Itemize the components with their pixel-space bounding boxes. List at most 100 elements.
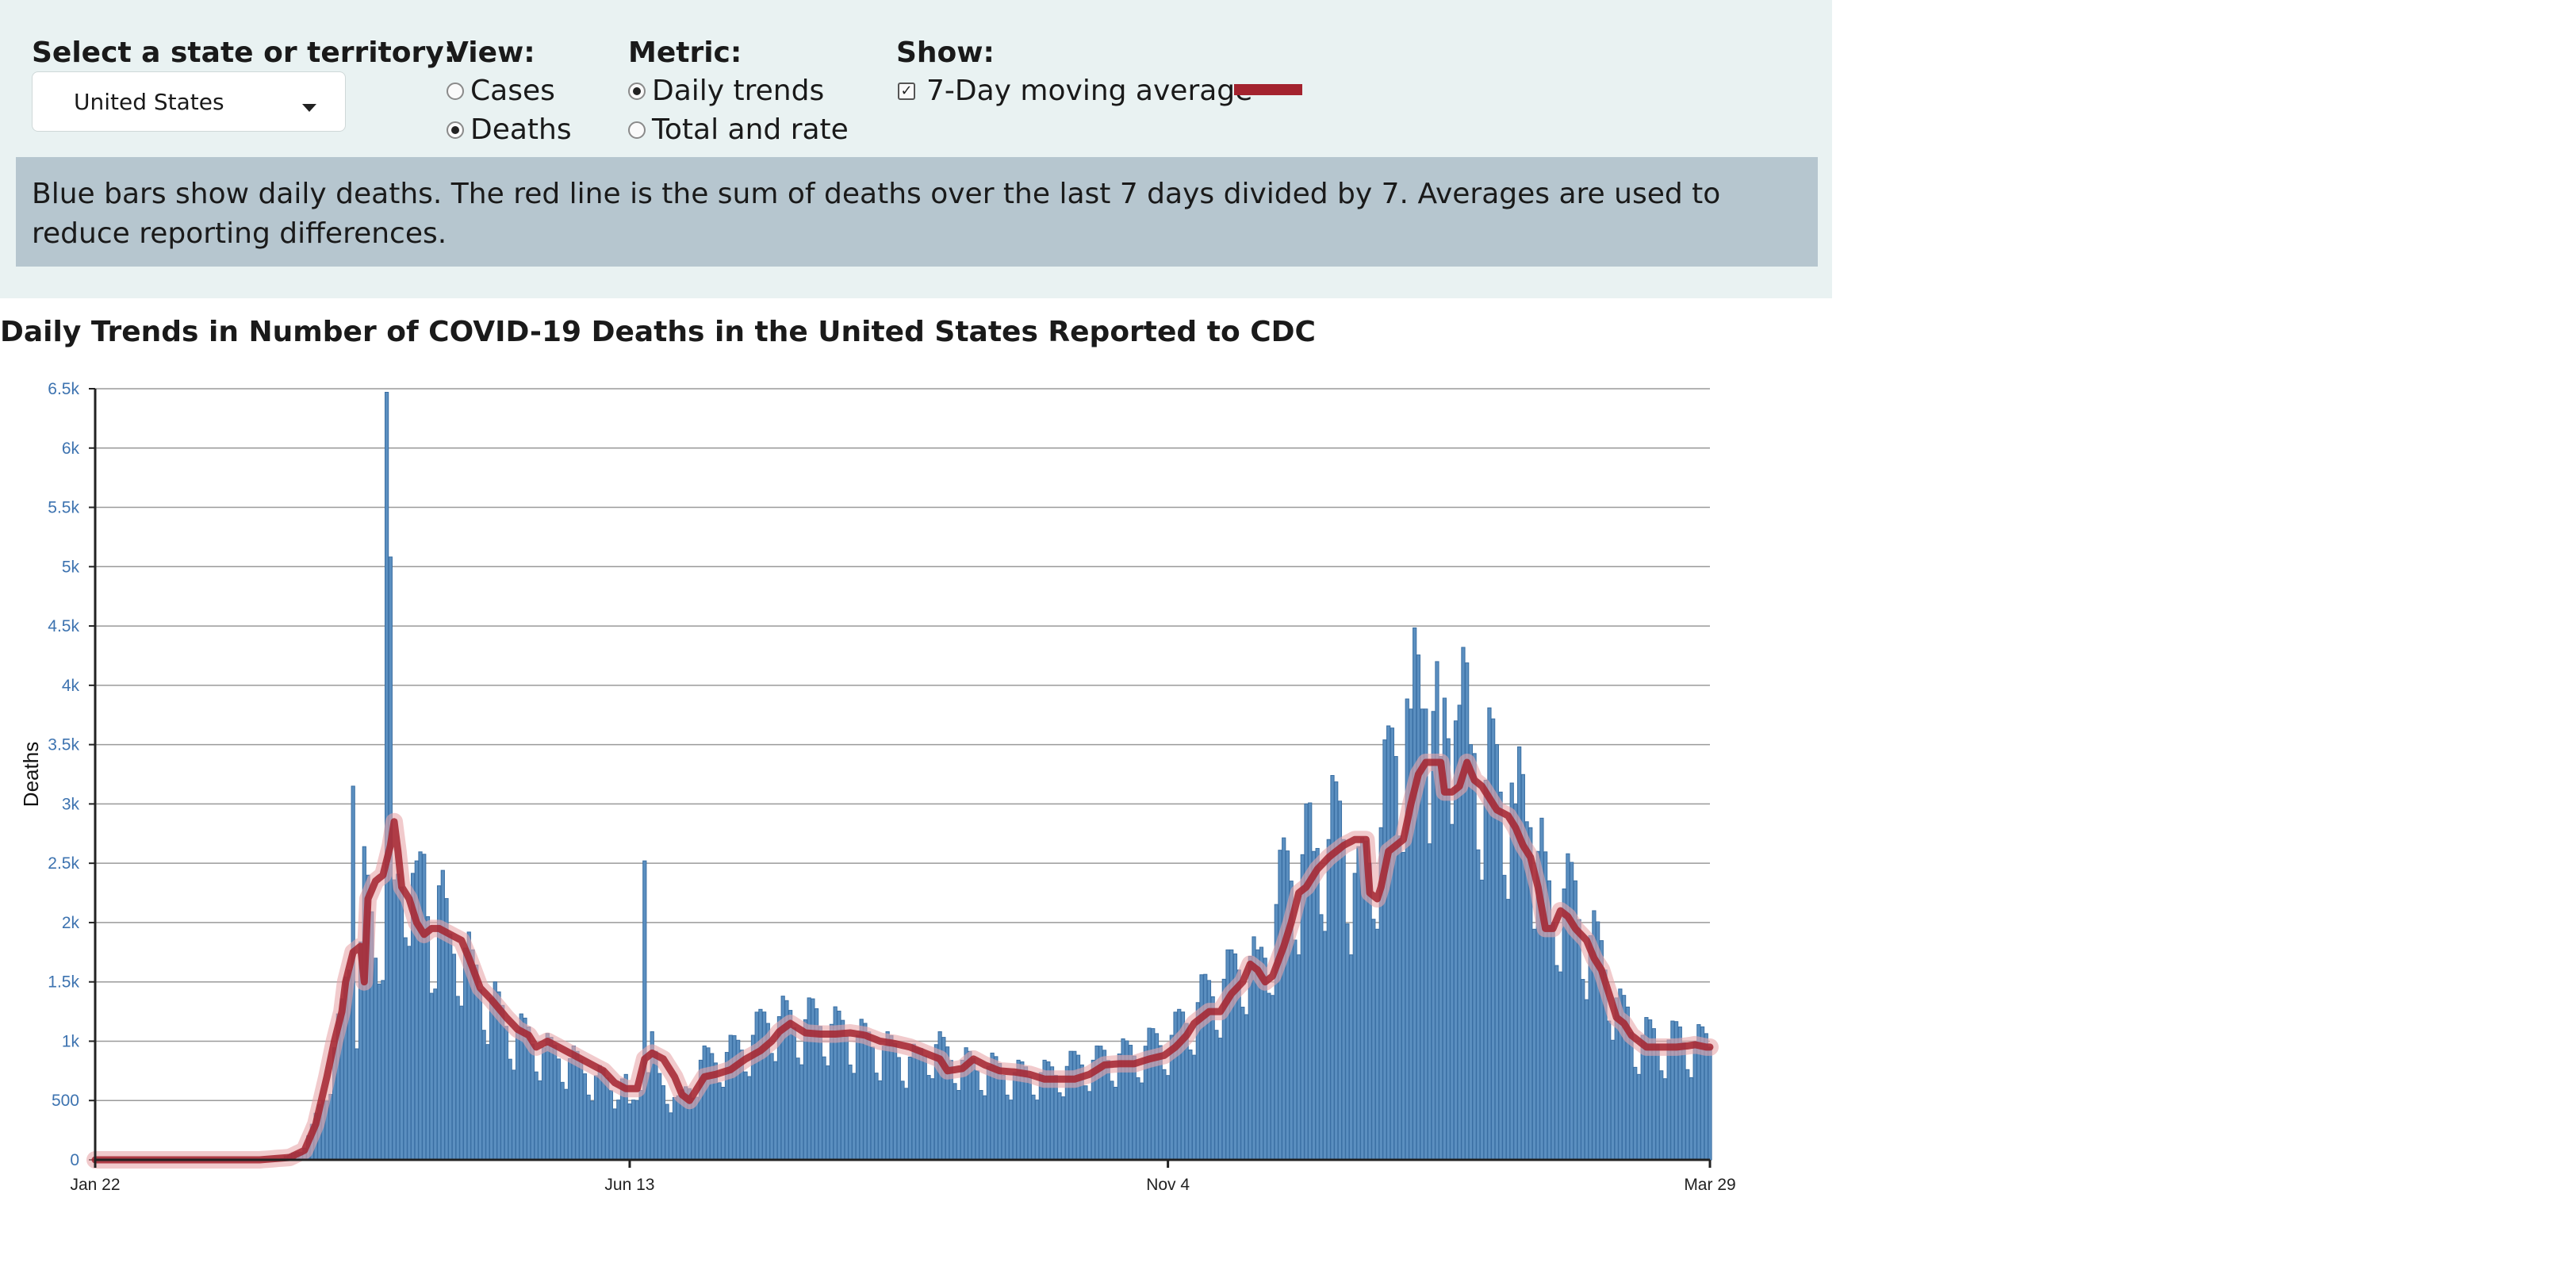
deaths-bar xyxy=(579,1059,584,1161)
radio-total-rate[interactable] xyxy=(628,121,646,139)
metric-option-daily[interactable]: Daily trends xyxy=(628,75,824,107)
deaths-bar xyxy=(1685,1069,1690,1161)
deaths-bar xyxy=(534,1071,539,1161)
x-tick-label: Jun 13 xyxy=(604,1176,654,1194)
view-option-deaths[interactable]: Deaths xyxy=(447,113,572,146)
deaths-bar xyxy=(918,1048,924,1161)
show-option-average-label: 7-Day moving average xyxy=(926,75,1253,107)
state-select-label: Select a state or territory: xyxy=(32,36,456,69)
deaths-bar xyxy=(399,886,404,1161)
deaths-bar xyxy=(747,1076,752,1161)
deaths-bar xyxy=(852,1073,857,1161)
moving-average-legend-swatch xyxy=(1234,84,1302,95)
deaths-bar xyxy=(1393,756,1398,1161)
deaths-bar xyxy=(422,854,427,1161)
deaths-bar xyxy=(1397,835,1402,1161)
deaths-bar xyxy=(1610,1039,1616,1161)
view-option-cases-label: Cases xyxy=(470,75,555,107)
metric-option-total-label: Total and rate xyxy=(652,113,849,146)
deaths-bar xyxy=(1505,899,1511,1161)
show-option-average[interactable]: ✓ 7-Day moving average xyxy=(898,75,1252,107)
deaths-bar xyxy=(384,391,389,1161)
deaths-bar xyxy=(538,1080,542,1161)
deaths-bar xyxy=(795,1057,800,1161)
deaths-bar xyxy=(1225,949,1230,1161)
deaths-bar xyxy=(1483,779,1488,1161)
deaths-bar xyxy=(425,915,431,1161)
deaths-bar xyxy=(1352,873,1357,1161)
deaths-bar xyxy=(1330,774,1335,1161)
deaths-bar xyxy=(911,1043,916,1161)
deaths-bar xyxy=(440,869,445,1161)
radio-daily-trends[interactable] xyxy=(628,82,646,100)
state-select[interactable]: United States xyxy=(32,71,346,132)
view-option-cases[interactable]: Cases xyxy=(447,75,555,107)
deaths-bar xyxy=(1053,1074,1058,1161)
deaths-bar xyxy=(986,1065,991,1161)
deaths-bar xyxy=(1278,850,1282,1161)
deaths-bar xyxy=(907,1056,913,1161)
deaths-bar xyxy=(1570,862,1574,1161)
deaths-bar xyxy=(1450,823,1455,1161)
deaths-bar xyxy=(1308,802,1313,1161)
deaths-bar xyxy=(1374,928,1380,1161)
deaths-bar xyxy=(328,1093,333,1161)
deaths-bar xyxy=(1476,849,1481,1161)
deaths-bar xyxy=(1334,781,1339,1161)
deaths-bar xyxy=(773,1061,778,1161)
deaths-bar xyxy=(504,1026,509,1161)
radio-deaths[interactable] xyxy=(447,121,464,139)
deaths-bar xyxy=(459,1005,464,1161)
state-select-value: United States xyxy=(74,88,224,115)
deaths-bar xyxy=(1311,850,1317,1161)
y-tick-label: 3k xyxy=(62,795,80,813)
y-tick-label: 500 xyxy=(52,1092,79,1110)
deaths-bar xyxy=(512,1069,516,1161)
deaths-bar xyxy=(979,1090,983,1161)
deaths-bar xyxy=(590,1100,595,1161)
deaths-bar xyxy=(669,1112,673,1161)
moving-average-checkbox[interactable]: ✓ xyxy=(898,82,915,100)
metric-option-daily-label: Daily trends xyxy=(652,75,825,107)
deaths-bar xyxy=(1558,971,1563,1161)
deaths-bar xyxy=(799,1064,804,1161)
deaths-bar xyxy=(418,851,423,1161)
deaths-bar xyxy=(1435,661,1439,1161)
deaths-bar xyxy=(1136,1077,1140,1161)
deaths-bar xyxy=(1681,1042,1686,1161)
axes xyxy=(94,389,1710,1161)
deaths-bar xyxy=(1413,627,1417,1161)
deaths-bar xyxy=(1188,1049,1193,1161)
deaths-bar xyxy=(1035,1100,1040,1161)
y-tick-label: 2.5k xyxy=(48,854,79,873)
deaths-bar xyxy=(1636,1073,1642,1161)
x-tick-label: Nov 4 xyxy=(1146,1176,1190,1194)
deaths-bar xyxy=(904,1088,909,1161)
y-tick-label: 2k xyxy=(62,914,80,932)
deaths-bar xyxy=(1577,919,1581,1161)
metric-option-total[interactable]: Total and rate xyxy=(628,113,849,146)
deaths-bar xyxy=(1114,1086,1118,1161)
deaths-bar xyxy=(1140,1082,1144,1161)
deaths-bar xyxy=(676,1095,680,1161)
deaths-bar xyxy=(1061,1096,1066,1161)
deaths-bar xyxy=(381,980,385,1161)
deaths-bar xyxy=(870,1046,875,1161)
radio-cases[interactable] xyxy=(447,82,464,100)
deaths-bar xyxy=(758,1008,763,1161)
deaths-bar xyxy=(530,1043,535,1161)
deaths-bar xyxy=(844,1036,849,1161)
deaths-bar xyxy=(807,997,811,1161)
deaths-bar xyxy=(1367,862,1372,1161)
deaths-bar xyxy=(1267,992,1271,1161)
deaths-bar xyxy=(1110,1080,1114,1161)
deaths-bar xyxy=(1240,1007,1245,1161)
deaths-bar xyxy=(1087,1091,1092,1161)
y-tick-label: 0 xyxy=(70,1151,79,1169)
deaths-bar xyxy=(1203,973,1208,1161)
deaths-bar xyxy=(1502,874,1507,1161)
deaths-bar xyxy=(1708,1046,1712,1161)
y-tick-label: 4.5k xyxy=(48,617,79,635)
deaths-bar xyxy=(564,1088,569,1161)
deaths-bar xyxy=(1166,1075,1171,1161)
